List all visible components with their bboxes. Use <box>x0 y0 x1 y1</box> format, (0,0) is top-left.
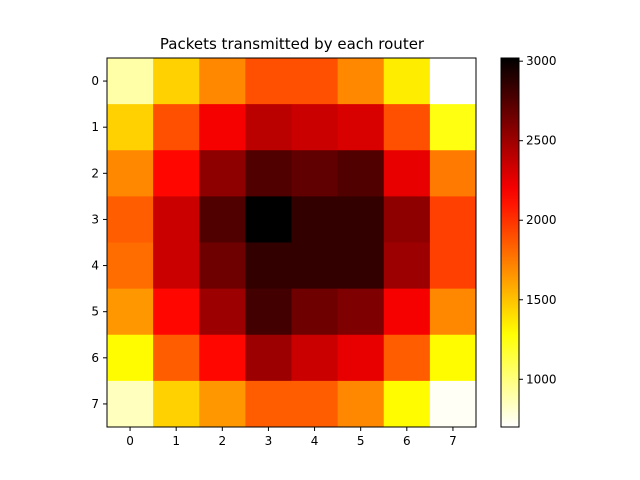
heatmap-cell-r0-c1 <box>153 58 200 105</box>
heatmap-cell-r3-c3 <box>245 196 293 244</box>
x-tick-label: 1 <box>172 434 180 448</box>
x-axis: 0 1 2 3 4 5 6 7 <box>126 427 457 448</box>
heatmap-cell-r1-c6 <box>383 104 431 151</box>
heatmap-cells <box>107 58 477 428</box>
heatmap-cell-r4-c3 <box>245 242 293 290</box>
x-tick-label: 2 <box>218 434 226 448</box>
heatmap-cell-r0-c2 <box>199 58 246 105</box>
heatmap-cell-r7-c4 <box>291 380 339 428</box>
heatmap-cell-r6-c6 <box>383 334 431 382</box>
heatmap-cell-r1-c2 <box>199 104 246 151</box>
heatmap-cell-r7-c5 <box>337 380 385 428</box>
heatmap-cell-r7-c7 <box>429 380 477 428</box>
heatmap-cell-r7-c3 <box>245 380 293 428</box>
heatmap-cell-r1-c4 <box>291 104 339 151</box>
heatmap-cell-r2-c4 <box>291 150 339 197</box>
heatmap-cell-r2-c3 <box>245 150 293 197</box>
colorbar-axis: 1000 1500 2000 2500 3000 <box>519 54 557 386</box>
heatmap-cell-r7-c0 <box>107 380 154 428</box>
heatmap-cell-r4-c6 <box>383 242 431 290</box>
heatmap-cell-r3-c1 <box>153 196 200 244</box>
heatmap-cell-r4-c1 <box>153 242 200 290</box>
heatmap-cell-r5-c0 <box>107 288 154 336</box>
heatmap-cell-r6-c2 <box>199 334 246 382</box>
y-axis: 0 1 2 3 4 5 6 7 <box>91 74 107 411</box>
heatmap-cell-r4-c0 <box>107 242 154 290</box>
y-tick-label: 6 <box>91 351 99 365</box>
heatmap-cell-r0-c3 <box>245 58 293 105</box>
heatmap-cell-r1-c7 <box>429 104 477 151</box>
heatmap-cell-r5-c7 <box>429 288 477 336</box>
y-tick-label: 3 <box>91 212 99 226</box>
heatmap-cell-r1-c1 <box>153 104 200 151</box>
heatmap-cell-r3-c0 <box>107 196 154 244</box>
heatmap-cell-r5-c2 <box>199 288 246 336</box>
heatmap-cell-r7-c2 <box>199 380 246 428</box>
x-tick-label: 0 <box>126 434 134 448</box>
x-tick-label: 4 <box>311 434 319 448</box>
y-tick-label: 0 <box>91 74 99 88</box>
heatmap-cell-r0-c4 <box>291 58 339 105</box>
x-tick-label: 3 <box>265 434 273 448</box>
heatmap-cell-r0-c5 <box>337 58 385 105</box>
heatmap-cell-r0-c7 <box>429 58 477 105</box>
heatmap-cell-r5-c6 <box>383 288 431 336</box>
heatmap-cell-r6-c1 <box>153 334 200 382</box>
heatmap-cell-r5-c4 <box>291 288 339 336</box>
heatmap-cell-r4-c2 <box>199 242 246 290</box>
heatmap-cell-r6-c7 <box>429 334 477 382</box>
heatmap-cell-r2-c5 <box>337 150 385 197</box>
heatmap-cell-r6-c0 <box>107 334 154 382</box>
y-tick-label: 4 <box>91 259 99 273</box>
heatmap-cell-r4-c7 <box>429 242 477 290</box>
heatmap-cell-r1-c5 <box>337 104 385 151</box>
heatmap-cell-r5-c3 <box>245 288 293 336</box>
heatmap-cell-r3-c7 <box>429 196 477 244</box>
colorbar-tick-label: 1000 <box>526 372 557 386</box>
heatmap-cell-r0-c6 <box>383 58 431 105</box>
heatmap-cell-r3-c2 <box>199 196 246 244</box>
heatmap-cell-r7-c1 <box>153 380 200 428</box>
heatmap-cell-r7-c6 <box>383 380 431 428</box>
chart-title: Packets transmitted by each router <box>160 35 425 53</box>
heatmap-cell-r6-c5 <box>337 334 385 382</box>
heatmap-cell-r2-c2 <box>199 150 246 197</box>
heatmap-cell-r2-c0 <box>107 150 154 197</box>
heatmap-cell-r5-c5 <box>337 288 385 336</box>
heatmap-cell-r3-c5 <box>337 196 385 244</box>
heatmap-cell-r6-c3 <box>245 334 293 382</box>
x-tick-label: 5 <box>357 434 365 448</box>
heatmap-cell-r1-c3 <box>245 104 293 151</box>
y-tick-label: 7 <box>91 397 99 411</box>
x-tick-label: 6 <box>403 434 411 448</box>
colorbar-tick-label: 2500 <box>526 134 557 148</box>
heatmap-cell-r2-c1 <box>153 150 200 197</box>
y-tick-label: 2 <box>91 166 99 180</box>
colorbar-tick-label: 1500 <box>526 293 557 307</box>
plot-frame <box>106 57 477 428</box>
heatmap-cell-r2-c7 <box>429 150 477 197</box>
heatmap-cell-r4-c5 <box>337 242 385 290</box>
colorbar <box>500 57 520 428</box>
heatmap-cell-r0-c0 <box>107 58 154 105</box>
heatmap-cell-r3-c4 <box>291 196 339 244</box>
y-tick-label: 5 <box>91 305 99 319</box>
heatmap-cell-r5-c1 <box>153 288 200 336</box>
heatmap-cell-r1-c0 <box>107 104 154 151</box>
x-tick-label: 7 <box>449 434 457 448</box>
colorbar-tick-label: 3000 <box>526 54 557 68</box>
heatmap-cell-r2-c6 <box>383 150 431 197</box>
heatmap-cell-r4-c4 <box>291 242 339 290</box>
heatmap-cell-r6-c4 <box>291 334 339 382</box>
heatmap-cell-r3-c6 <box>383 196 431 244</box>
colorbar-tick-label: 2000 <box>526 213 557 227</box>
y-tick-label: 1 <box>91 120 99 134</box>
